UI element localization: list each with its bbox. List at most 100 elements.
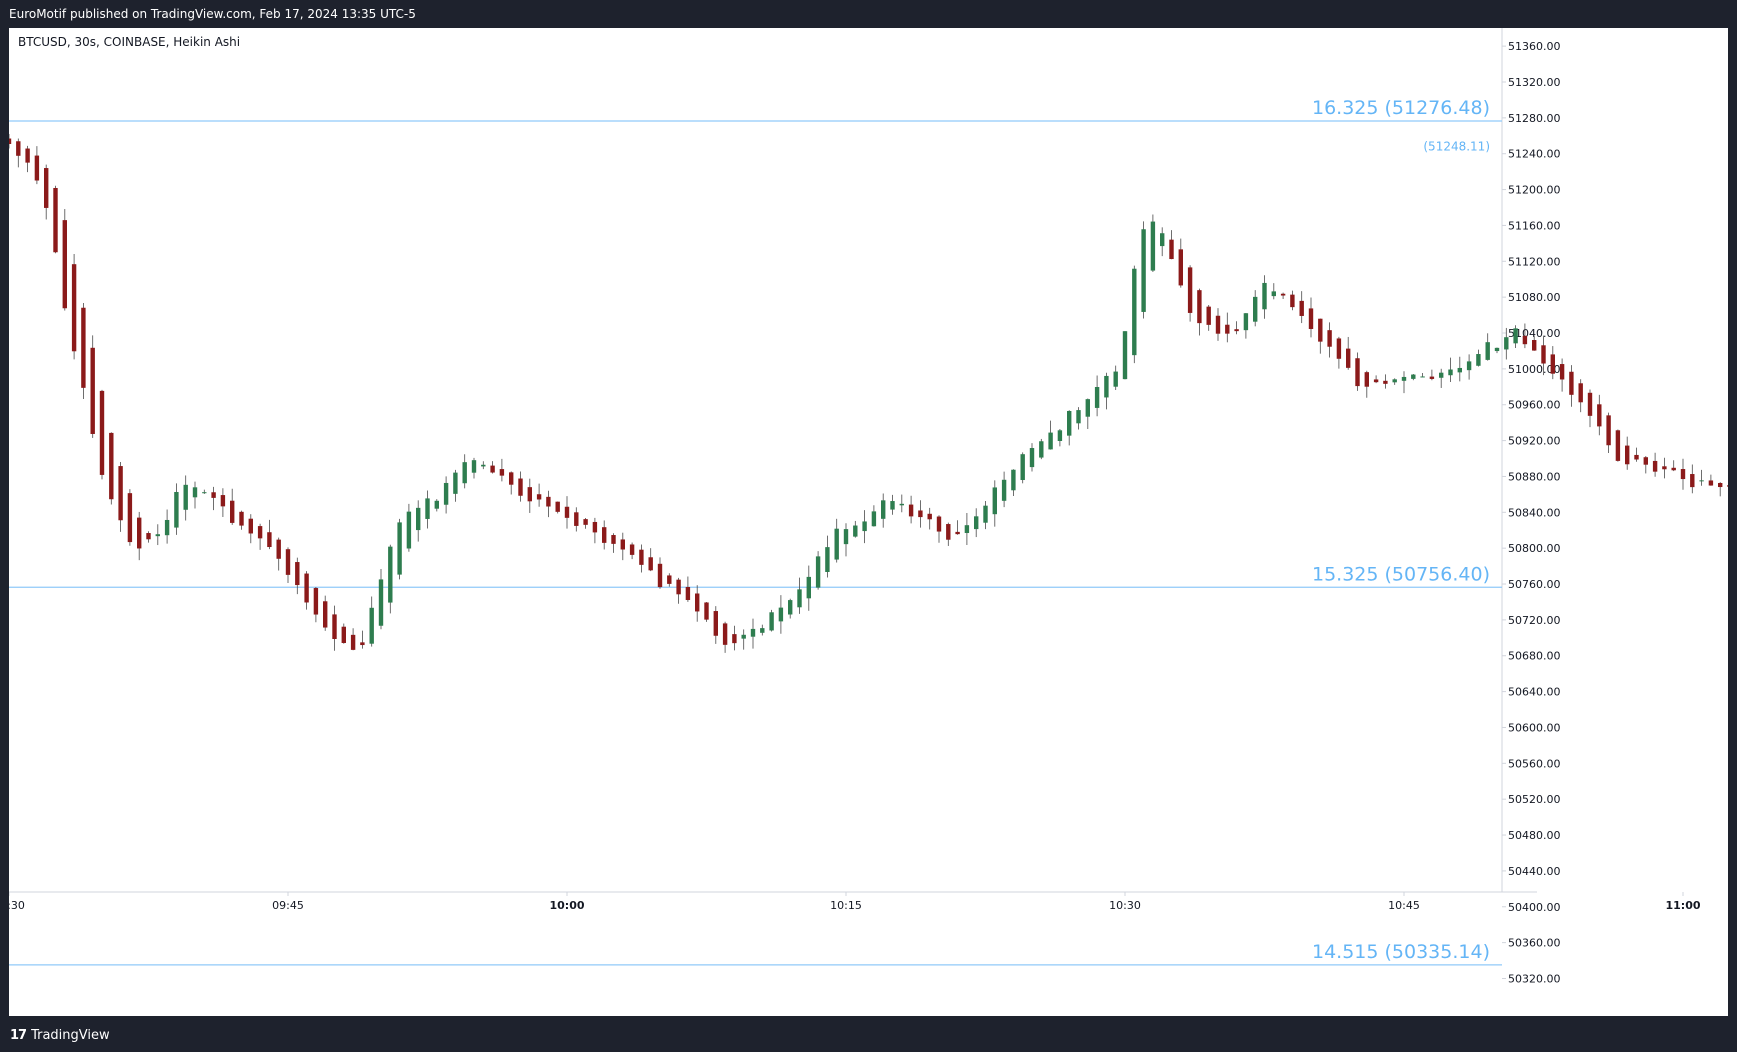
candle-body (34, 155, 40, 181)
candle-body (1122, 331, 1128, 380)
candle-body (1569, 371, 1574, 395)
candle-body (388, 546, 393, 603)
candle-body (1150, 221, 1156, 271)
price-tick-label: 51000.00 (1508, 363, 1561, 376)
candle-body (1039, 441, 1044, 458)
candle-body (936, 516, 942, 532)
candle-body (1727, 485, 1728, 487)
candle-body (1271, 291, 1276, 297)
candle-body (183, 484, 188, 510)
chart-area[interactable]: 51360.00 51320.00 51280.00 51240.00 51200.00… (9, 28, 1728, 1016)
header-bar: EuroMotif published on TradingView.com, … (0, 0, 1737, 28)
candle-body (1253, 296, 1258, 322)
candle-body (416, 507, 421, 531)
candle-body (1439, 372, 1444, 378)
candle-body (1318, 318, 1323, 342)
time-tick-label: 10:00 (549, 899, 584, 912)
candle-body (1466, 361, 1472, 371)
candle-body (1280, 293, 1286, 296)
candle-body (481, 464, 486, 467)
candle-body (146, 533, 151, 540)
candle-body (323, 601, 328, 628)
fib-level-label: 16.325 (51276.48) (1312, 97, 1490, 119)
candle-body (285, 549, 291, 575)
candle-body (1373, 379, 1379, 383)
candle-body (983, 505, 988, 523)
candle-body (9, 138, 12, 144)
candle-body (90, 347, 95, 434)
candle-body (1476, 354, 1481, 366)
symbol-info: BTCUSD, 30s, COINBASE, Heikin Ashi (18, 35, 241, 49)
candle-body (788, 600, 793, 615)
candle-body (1634, 454, 1639, 460)
candle-body (1559, 364, 1565, 380)
candle-body (62, 220, 67, 309)
candle-body (1197, 290, 1202, 324)
candle-body (732, 634, 737, 644)
candle-body (564, 506, 570, 518)
candle-body (1308, 308, 1314, 329)
time-tick-label: 10:15 (830, 899, 862, 912)
price-tick-label: 50600.00 (1508, 721, 1561, 734)
candle-body (499, 469, 505, 476)
candle-body (1494, 347, 1500, 352)
candle-body (536, 494, 542, 500)
candle-body (332, 614, 337, 640)
candle-body (648, 557, 653, 571)
price-tick-label: 50920.00 (1508, 435, 1561, 448)
price-tick-label: 50800.00 (1508, 542, 1561, 555)
tradingview-brand[interactable]: 17 TradingView (10, 1028, 110, 1043)
candle-body (1429, 376, 1435, 379)
candle-body (509, 472, 514, 485)
candle-body (992, 487, 997, 515)
candle-body (750, 628, 756, 637)
price-label: (51248.11) (1423, 139, 1490, 153)
candle-body (304, 573, 309, 603)
candle-body (1057, 430, 1063, 441)
candle-body (881, 500, 886, 519)
candle-body (834, 528, 839, 560)
candle-body (760, 628, 765, 633)
price-tick-label: 50680.00 (1508, 650, 1561, 663)
candle-body (257, 526, 263, 539)
candle-body (927, 513, 932, 520)
price-tick-label: 50520.00 (1508, 793, 1561, 806)
candle-body (1113, 371, 1118, 387)
candle-body (1178, 249, 1183, 286)
candle-body (1187, 267, 1193, 313)
candle-body (1020, 454, 1025, 481)
candle-body (295, 562, 300, 586)
price-tick-label: 50760.00 (1508, 578, 1561, 591)
candle-body (713, 611, 718, 636)
fib-level-label: 14.515 (50335.14) (1312, 941, 1490, 963)
candle-body (443, 482, 449, 505)
candle-body (53, 187, 58, 253)
candle-body (778, 607, 784, 622)
fib-level-label: 15.325 (50756.40) (1312, 563, 1490, 585)
candle-body (1262, 282, 1267, 310)
price-tick-label: 51200.00 (1508, 184, 1561, 197)
candle-body (1141, 229, 1146, 312)
candle-body (806, 576, 811, 599)
candle-body (230, 500, 235, 523)
candle-body (527, 487, 532, 502)
candle-body (127, 493, 133, 543)
price-tick-label: 51160.00 (1508, 219, 1561, 232)
candle-body (955, 531, 960, 535)
candle-body (546, 496, 551, 507)
candle-body (99, 390, 105, 475)
candle-body (890, 501, 895, 510)
candle-body (350, 634, 356, 650)
candle-body (1160, 233, 1165, 247)
price-tick-label: 51280.00 (1508, 112, 1561, 125)
candle-body (1104, 375, 1109, 398)
candle-body (518, 478, 523, 496)
candle-body (71, 264, 77, 352)
chart-svg[interactable]: 51360.00 51320.00 51280.00 51240.00 51200.00… (9, 28, 1728, 1016)
candle-body (1457, 367, 1462, 373)
candle-body (769, 612, 774, 631)
candle-body (1708, 480, 1714, 486)
candle-body (1336, 338, 1342, 359)
candle-body (174, 491, 179, 528)
candle-body (1011, 469, 1016, 491)
